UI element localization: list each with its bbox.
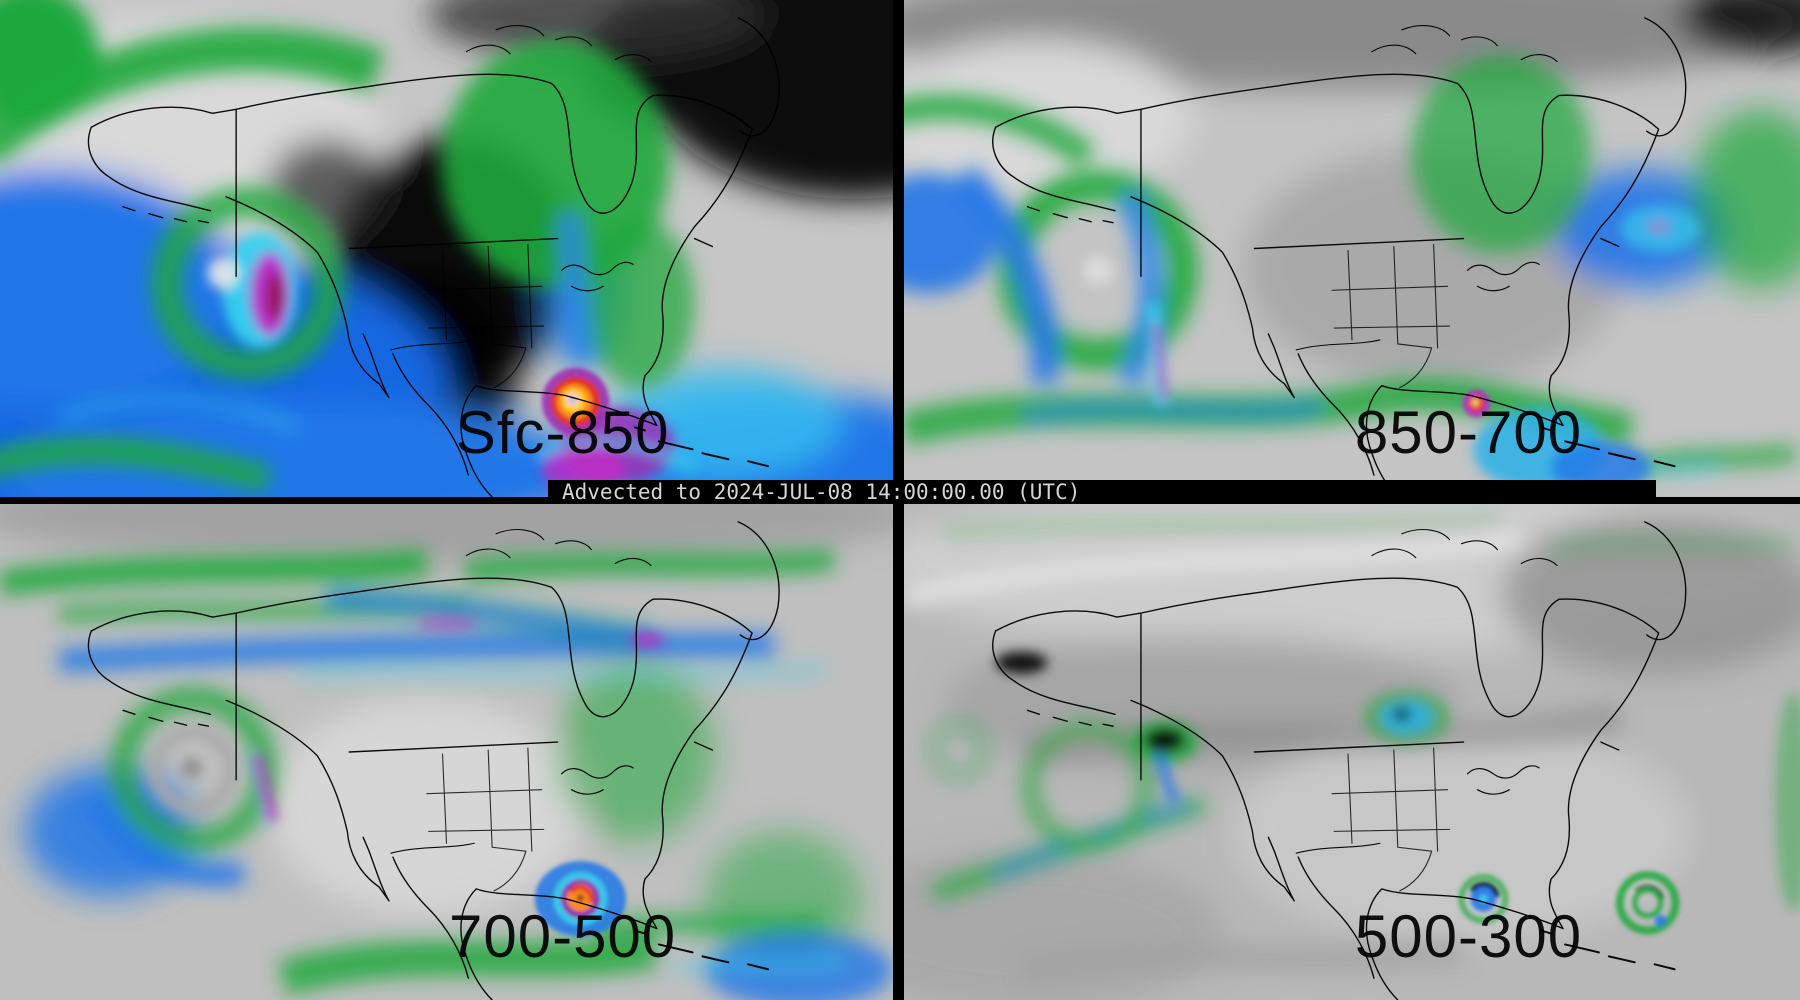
hurricane-vortex	[1462, 389, 1491, 418]
moisture-imagery-700-500	[0, 504, 893, 1000]
hurricane-swirl	[534, 861, 627, 937]
vortex-core	[995, 651, 1800, 911]
moisture-plumes	[904, 516, 1796, 985]
moisture-imagery-sfc-850	[0, 0, 893, 497]
panel-850-700: 850-700	[904, 0, 1800, 497]
timestamp-banner: Advected to 2024-JUL-08 14:00:00.00 (UTC…	[548, 480, 1656, 504]
panel-sfc-850: Sfc-850	[0, 0, 893, 497]
hurricane-bullseye	[541, 367, 610, 436]
timestamp-text: Advected to 2024-JUL-08 14:00:00.00 (UTC…	[562, 480, 1081, 504]
storm-swirls	[1458, 871, 1680, 935]
moisture-field	[0, 504, 893, 971]
moisture-imagery-500-300	[904, 504, 1800, 1000]
moisture-plumes	[0, 0, 695, 492]
panel-700-500: 700-500	[0, 504, 893, 1000]
moisture-plumes	[904, 54, 1797, 482]
vortex-core	[148, 614, 664, 827]
moisture-imagery-850-700	[904, 0, 1800, 497]
panel-500-300: 500-300	[904, 504, 1800, 1000]
